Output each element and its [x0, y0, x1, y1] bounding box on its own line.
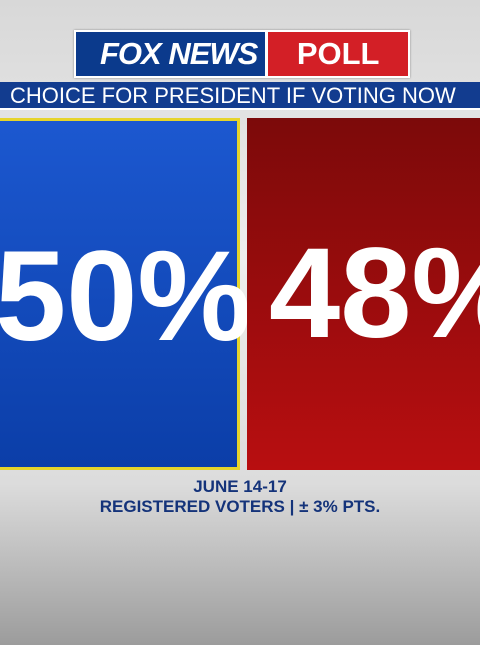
footer-note: REGISTERED VOTERS | ± 3% PTS. [99, 497, 381, 516]
panel-red: 48% [247, 118, 480, 470]
brand: FOX NEWS [76, 32, 266, 76]
footer-date: JUNE 14-17 [193, 477, 287, 496]
panel-blue: 50% [0, 118, 251, 470]
badge: POLL [265, 32, 408, 76]
logo: FOX NEWS POLL [74, 30, 410, 78]
subtitle: CHOICE FOR PRESIDENT IF VOTING NOW [0, 82, 480, 110]
